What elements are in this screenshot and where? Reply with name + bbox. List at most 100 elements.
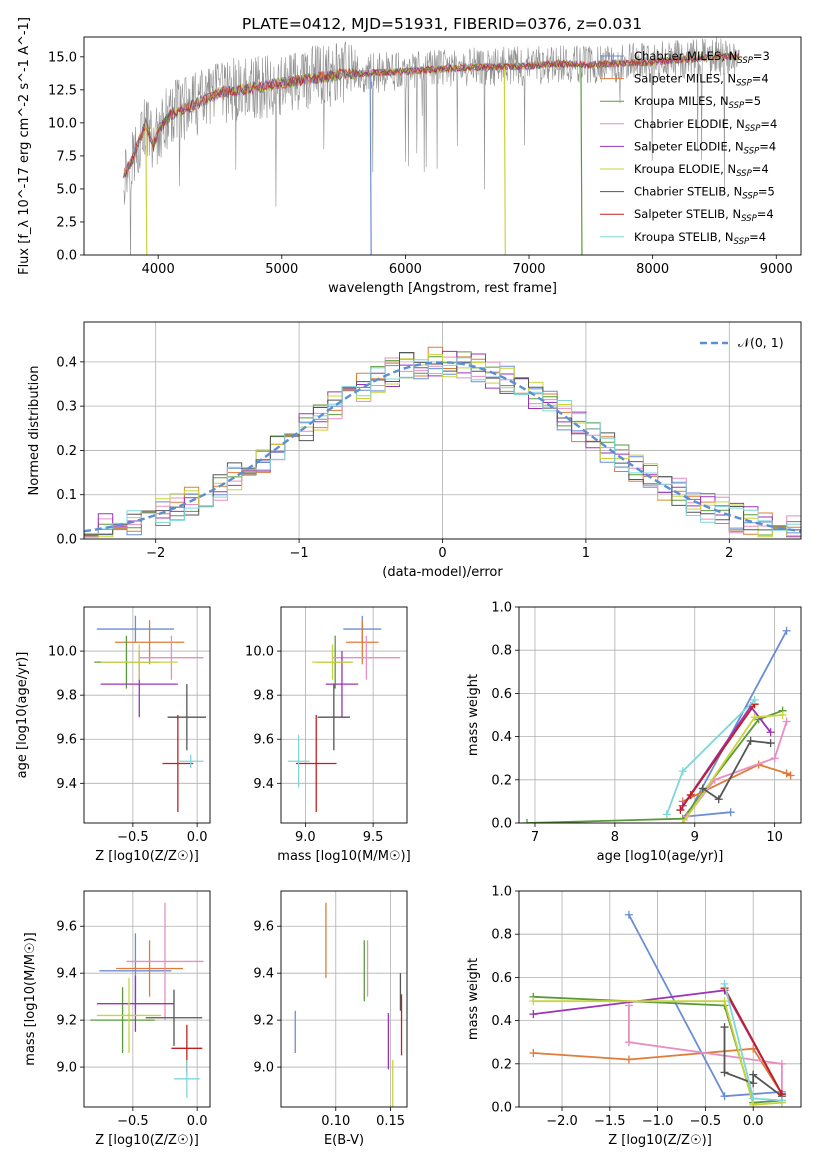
massweight-marker: [686, 790, 695, 799]
x-tick-label: 0.0: [187, 830, 208, 845]
y-axis-label: Flux [f_λ 10^-17 erg cm^-2 s^-1 A^-1]: [17, 17, 32, 275]
x-tick-label: −0.5: [117, 830, 149, 845]
spectrum-dropout: [580, 64, 583, 255]
histogram-series: [84, 357, 801, 534]
massweight-marker: [726, 808, 735, 817]
y-tick-label: 10.0: [48, 116, 77, 131]
massweight-marker: [782, 717, 791, 726]
legend-tail: =4: [749, 230, 766, 244]
massweight-age-marks: [522, 626, 795, 823]
massweight-marker: [749, 1094, 758, 1103]
massweight-line: [526, 709, 783, 823]
x-tick-label: −2.0: [546, 1114, 578, 1129]
massweight-marker: [676, 806, 685, 815]
y-tick-label: 9.6: [253, 733, 274, 748]
x-tick-label: 9.5: [363, 830, 384, 845]
y-axis-label: mass weight: [466, 674, 481, 756]
x-tick-label: 6000: [389, 262, 422, 277]
x-tick-label: 1: [582, 546, 590, 561]
x-tick-label: 10: [766, 830, 783, 845]
y-tick-label: 0.0: [491, 817, 512, 832]
y-axis-label: Normed distribution: [27, 366, 42, 496]
age-z-axes: −0.5 0.0 9.4 9.6 9.8 10.0: [48, 607, 210, 845]
spectrum-frame: [83, 36, 802, 256]
y-tick-label: 5.0: [56, 182, 77, 197]
massweight-marker: [720, 1068, 729, 1077]
residuals-frame: [83, 321, 802, 540]
legend-tail: =4: [757, 207, 774, 221]
y-tick-label: 9.0: [253, 1061, 274, 1076]
legend-sub: SSP: [741, 214, 757, 224]
x-axis-label: Z [log10(Z/Z☉)]: [95, 1133, 199, 1148]
massweight-marker: [750, 713, 759, 722]
x-tick-label: 9000: [760, 262, 793, 277]
x-tick-label: 0: [438, 546, 446, 561]
massweight-marker: [624, 1055, 633, 1064]
gaussian-curve: [84, 361, 801, 533]
legend-label: Chabrier ELODIE, N: [634, 117, 745, 131]
x-tick-label: −0.5: [690, 1114, 722, 1129]
y-tick-label: 1.0: [491, 885, 512, 900]
x-tick-label: 7: [531, 830, 539, 845]
y-tick-label: 12.5: [48, 83, 77, 98]
massweight-marker: [678, 767, 687, 776]
y-axis-label: mass [log10(M/M☉)]: [23, 932, 38, 1065]
massweight-z-axes: −2.0 −1.5 −1.0 −0.5 0.0 0.0 0.2 0.4 0.6 0.8 1.0: [491, 885, 801, 1129]
y-tick-label: 0.2: [491, 773, 512, 788]
legend-label: Chabrier MILES, N: [634, 49, 737, 63]
y-tick-label: 9.2: [56, 1014, 77, 1029]
x-axis-label: Z [log10(Z/Z☉)]: [608, 1133, 712, 1148]
y-tick-label: 2.5: [56, 215, 77, 230]
legend-tail: =4: [760, 117, 777, 131]
legend-entry: 𝒩(0, 1): [738, 335, 784, 350]
massweight-marker: [750, 695, 759, 704]
massweight-marker: [746, 736, 755, 745]
y-axis-label: age [log10(age/yr)]: [15, 652, 30, 779]
y-tick-label: 0.2: [56, 444, 77, 459]
legend-entry: Chabrier ELODIE, NSSP=4: [634, 117, 777, 134]
y-tick-label: 0.1: [56, 488, 77, 503]
age-mass-axes: 9.0 9.5 9.4 9.6 9.8 10.0: [245, 607, 407, 845]
y-tick-label: 1.0: [491, 601, 512, 616]
legend-tail: =4: [759, 139, 776, 153]
x-tick-label: 0.10: [321, 1114, 350, 1129]
legend-sub: SSP: [745, 124, 761, 134]
x-axis-label: (data-model)/error: [382, 565, 503, 580]
x-tick-label: 0.0: [743, 1114, 764, 1129]
y-tick-label: 9.6: [56, 733, 77, 748]
legend-label: Salpeter ELODIE, N: [634, 139, 744, 153]
x-axis-label: wavelength [Angstrom, rest frame]: [328, 281, 557, 296]
massweight-line: [628, 1005, 783, 1101]
legend-sub: SSP: [734, 237, 750, 247]
legend-tail: =4: [752, 72, 769, 86]
y-axis-label: mass weight: [466, 958, 481, 1040]
y-tick-label: 9.4: [253, 967, 274, 982]
legend-tail: =3: [753, 49, 770, 63]
y-tick-label: 15.0: [48, 50, 77, 65]
legend-entry: Chabrier MILES, NSSP=3: [634, 49, 770, 66]
legend-entry: Salpeter STELIB, NSSP=4: [634, 207, 774, 224]
y-tick-label: 0.2: [491, 1057, 512, 1072]
age-z-frame: [83, 606, 211, 824]
figure-title: PLATE=0412, MJD=51931, FIBERID=0376, z=0…: [242, 15, 642, 33]
massweight-marker: [749, 1070, 758, 1079]
y-tick-label: 9.0: [56, 1061, 77, 1076]
legend-label: Chabrier STELIB, N: [634, 185, 742, 199]
massweight-marker: [522, 819, 531, 823]
x-tick-label: 7000: [512, 262, 545, 277]
x-tick-label: −1.0: [642, 1114, 674, 1129]
spectrum-line: [123, 37, 740, 255]
spectrum-line: [123, 51, 739, 178]
massweight-line: [702, 739, 771, 801]
x-tick-label: 5000: [265, 262, 298, 277]
massweight-marker: [662, 810, 671, 819]
x-tick-label: −0.5: [117, 1114, 149, 1129]
massweight-marker: [529, 1010, 538, 1019]
massweight-marker: [529, 1049, 538, 1057]
legend-sub: SSP: [742, 192, 758, 202]
x-axis-label: age [log10(age/yr)]: [597, 849, 724, 864]
massweight-line: [533, 1000, 782, 1106]
massweight-line: [723, 987, 783, 1095]
y-tick-label: 9.4: [253, 777, 274, 792]
